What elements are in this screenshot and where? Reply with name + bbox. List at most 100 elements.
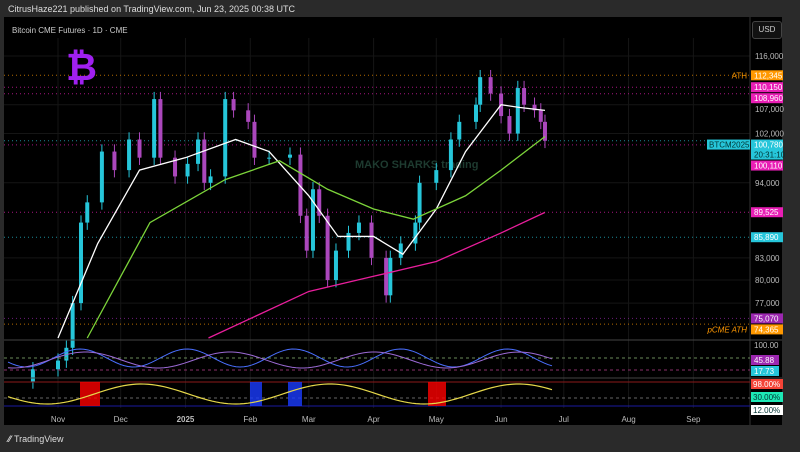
level-value: 112,345 xyxy=(754,71,783,80)
y-tick-label: 107,000 xyxy=(755,105,784,114)
bitcoin-logo-icon: ₿ xyxy=(66,47,97,89)
x-tick-label: Jul xyxy=(559,415,569,424)
osc2-value: 12.00% xyxy=(753,406,780,415)
candle-body xyxy=(507,116,512,134)
candle-body xyxy=(356,222,361,233)
ma_mid-line xyxy=(86,136,546,339)
candle-body xyxy=(196,139,201,164)
candle-body xyxy=(310,189,315,251)
candle-body xyxy=(70,303,75,348)
candle-body xyxy=(173,157,178,177)
tradingview-logo[interactable]: ⁄⁄ TradingView xyxy=(8,434,64,444)
osc1-badge xyxy=(751,355,779,365)
candle-body xyxy=(99,151,104,203)
level-badge xyxy=(751,70,783,81)
level-badge xyxy=(751,313,783,324)
osc1-value: 45.88 xyxy=(754,356,775,365)
candle-body xyxy=(223,99,228,177)
x-tick-label: Aug xyxy=(621,415,635,424)
candle-body xyxy=(434,170,439,183)
publisher-line: CitrusHaze221 published on TradingView.c… xyxy=(8,4,296,14)
candle-body xyxy=(78,222,83,304)
candle-body xyxy=(287,154,292,158)
candle-body xyxy=(202,139,207,183)
y-tick-label: 77,000 xyxy=(755,299,780,308)
y-tick-label: 116,000 xyxy=(755,52,784,61)
level-value: 75,070 xyxy=(754,314,779,323)
candle-body xyxy=(384,257,389,296)
candle-body xyxy=(152,99,157,158)
osc1-value: 17.73 xyxy=(754,367,775,376)
candle-body xyxy=(112,151,117,171)
level-value: 100,780 xyxy=(754,141,783,150)
level-value: 108,960 xyxy=(754,94,783,103)
x-tick-label: 2025 xyxy=(177,415,195,424)
candle-body xyxy=(515,88,520,134)
y-tick-label: 94,000 xyxy=(755,179,780,188)
candle-body xyxy=(127,139,132,171)
osc2-badge xyxy=(751,379,783,389)
level-badge xyxy=(751,232,783,243)
candle-body xyxy=(158,99,163,158)
candle-body xyxy=(369,222,374,258)
level-value: 100,110 xyxy=(754,162,783,171)
symbol-tag-label: BTCM2025 xyxy=(709,141,750,150)
x-tick-label: May xyxy=(429,415,444,424)
candle-body xyxy=(398,243,403,258)
candle-body xyxy=(346,232,351,251)
x-tick-label: Sep xyxy=(686,415,701,424)
candle-body xyxy=(325,215,330,281)
candle-body xyxy=(246,110,251,122)
chart-frame[interactable] xyxy=(4,17,782,425)
candle-body xyxy=(30,369,35,382)
currency-button[interactable]: USD xyxy=(752,21,782,39)
level-tag: pCME ATH xyxy=(706,325,747,334)
osc2-zone xyxy=(428,382,446,406)
osc2-zone xyxy=(80,382,100,406)
x-tick-label: Apr xyxy=(367,415,380,424)
candle-body xyxy=(298,154,303,216)
level-tag: ATH xyxy=(732,71,748,80)
level-badge xyxy=(751,160,783,171)
candle-body xyxy=(532,104,537,111)
countdown: 20:31:10 xyxy=(754,151,786,160)
candle-body xyxy=(488,77,493,94)
x-tick-label: Nov xyxy=(51,415,65,424)
osc1-badge xyxy=(751,366,779,376)
osc1-top-label: 100.00 xyxy=(754,341,779,350)
level-badge xyxy=(751,207,783,218)
ma_fast-line xyxy=(57,103,546,339)
level-value: 74,365 xyxy=(754,325,779,334)
brand-label: TradingView xyxy=(14,434,64,444)
x-tick-label: Mar xyxy=(302,415,316,424)
level-badge xyxy=(751,82,783,93)
candle-body xyxy=(417,182,422,223)
candle-body xyxy=(56,360,60,370)
candle-body xyxy=(542,121,547,141)
candle-body xyxy=(388,257,393,296)
x-tick-label: Dec xyxy=(114,415,128,424)
level-badge xyxy=(751,139,783,160)
level-value: 110,150 xyxy=(754,83,783,92)
x-tick-label: Jun xyxy=(495,415,508,424)
ma_slow-line xyxy=(208,211,546,339)
x-tick-label: Feb xyxy=(243,415,257,424)
candle-body xyxy=(317,189,322,216)
candle-body xyxy=(478,77,483,105)
symbol-tag xyxy=(707,139,750,150)
y-tick-label: 80,000 xyxy=(755,276,780,285)
candle-body xyxy=(208,176,213,183)
candle-body xyxy=(85,202,90,223)
osc2-value: 30.00% xyxy=(753,393,780,402)
symbol-title: Bitcoin CME Futures · 1D · CME xyxy=(12,26,128,35)
candle-body xyxy=(252,121,257,158)
osc2-line xyxy=(7,383,553,405)
osc2-value: 98.00% xyxy=(753,380,780,389)
tv-icon: ⁄⁄ xyxy=(8,434,12,444)
candle-body xyxy=(185,163,190,177)
candle-body xyxy=(448,139,453,171)
osc1-signal-line xyxy=(7,351,553,369)
candle-body xyxy=(538,110,543,122)
osc2-badge xyxy=(751,392,783,402)
